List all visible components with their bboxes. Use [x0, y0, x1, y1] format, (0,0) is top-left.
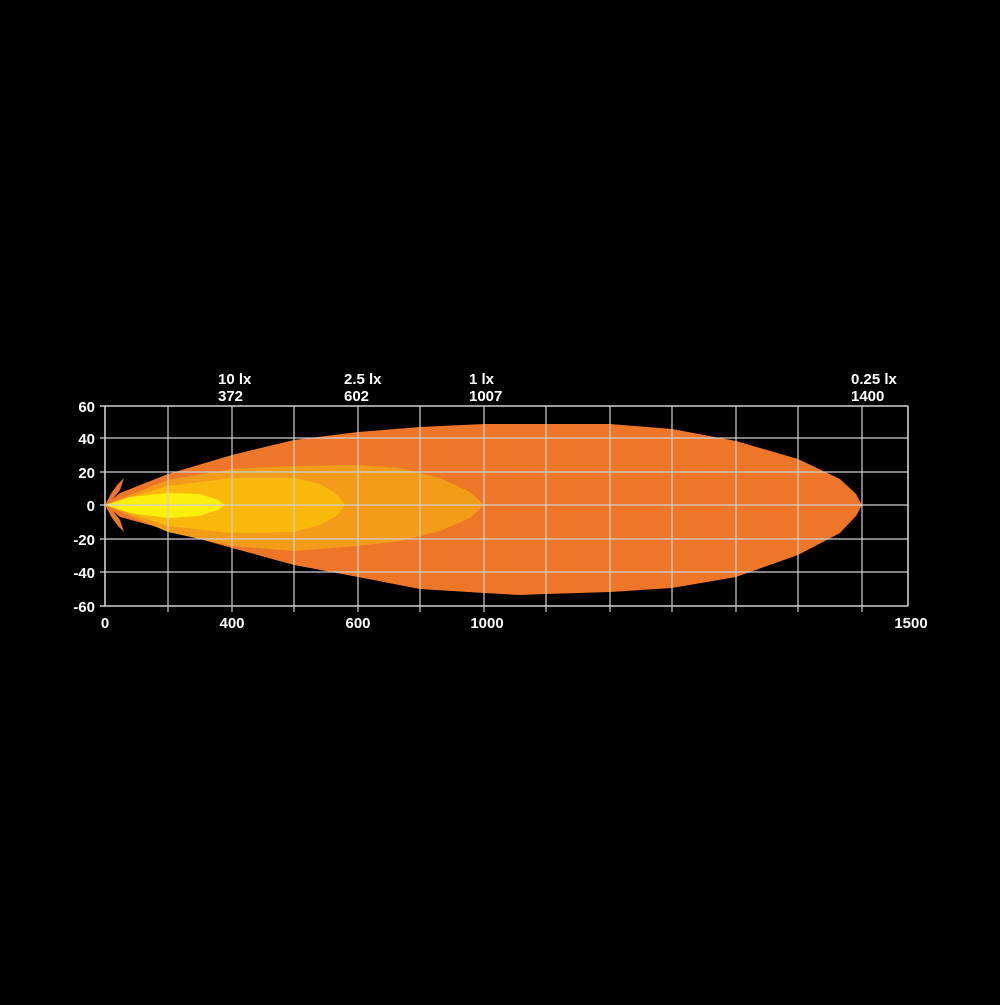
- y-tick-minus60: -60: [73, 599, 95, 616]
- label-level-2-5lx: 2.5 lx: [344, 371, 382, 388]
- label-level-10lx: 10 lx: [218, 371, 252, 388]
- y-tick-minus40: -40: [73, 565, 95, 582]
- label-level-1lx: 1 lx: [469, 371, 495, 388]
- y-tick-40: 40: [78, 431, 95, 448]
- x-tick-1500: 1500: [894, 615, 927, 632]
- label-distance-1007: 1007: [469, 388, 502, 405]
- label-level-0-25lx: 0.25 lx: [851, 371, 898, 388]
- label-distance-1400: 1400: [851, 388, 884, 405]
- beam-origin-flare: [105, 478, 124, 532]
- y-tick-20: 20: [78, 465, 95, 482]
- x-tick-400: 400: [219, 615, 244, 632]
- x-tick-0: 0: [101, 615, 109, 632]
- x-tick-600: 600: [345, 615, 370, 632]
- label-distance-372: 372: [218, 388, 243, 405]
- label-distance-602: 602: [344, 388, 369, 405]
- y-tick-60: 60: [78, 399, 95, 416]
- y-tick-minus20: -20: [73, 532, 95, 549]
- y-tick-0: 0: [87, 498, 95, 515]
- x-tick-1000: 1000: [470, 615, 503, 632]
